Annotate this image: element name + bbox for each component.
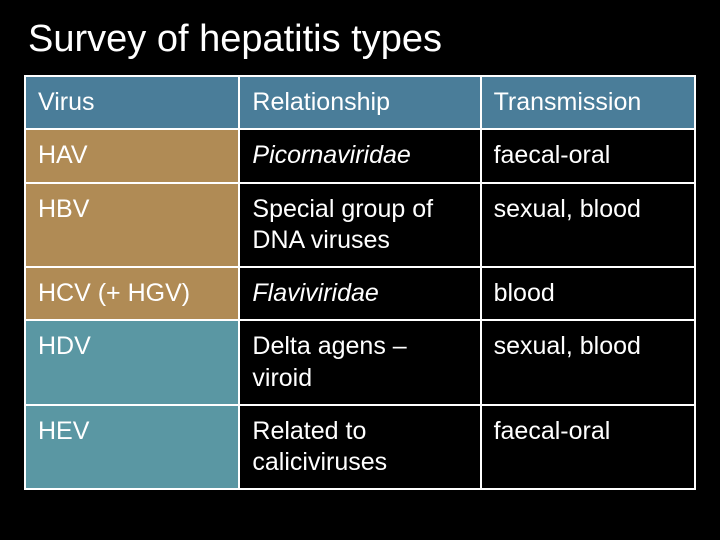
cell-relationship: Picornaviridae — [239, 129, 480, 182]
cell-transmission: faecal-oral — [481, 405, 695, 490]
table-row: HDV Delta agens – viroid sexual, blood — [25, 320, 695, 405]
page-title: Survey of hepatitis types — [24, 18, 696, 61]
table-row: HAV Picornaviridae faecal-oral — [25, 129, 695, 182]
hepatitis-table: Virus Relationship Transmission HAV Pico… — [24, 75, 696, 490]
table-row: HCV (+ HGV) Flaviviridae blood — [25, 267, 695, 320]
col-header-virus: Virus — [25, 76, 239, 129]
cell-relationship: Delta agens – viroid — [239, 320, 480, 405]
cell-virus: HDV — [25, 320, 239, 405]
table-row: HBV Special group of DNA viruses sexual,… — [25, 183, 695, 268]
table-header-row: Virus Relationship Transmission — [25, 76, 695, 129]
cell-transmission: faecal-oral — [481, 129, 695, 182]
cell-virus: HCV (+ HGV) — [25, 267, 239, 320]
cell-transmission: sexual, blood — [481, 183, 695, 268]
col-header-transmission: Transmission — [481, 76, 695, 129]
cell-transmission: blood — [481, 267, 695, 320]
cell-relationship: Flaviviridae — [239, 267, 480, 320]
cell-virus: HBV — [25, 183, 239, 268]
cell-relationship: Related to caliciviruses — [239, 405, 480, 490]
cell-virus: HEV — [25, 405, 239, 490]
cell-relationship: Special group of DNA viruses — [239, 183, 480, 268]
slide: Survey of hepatitis types Virus Relation… — [0, 0, 720, 540]
table-row: HEV Related to caliciviruses faecal-oral — [25, 405, 695, 490]
cell-transmission: sexual, blood — [481, 320, 695, 405]
col-header-relationship: Relationship — [239, 76, 480, 129]
cell-virus: HAV — [25, 129, 239, 182]
